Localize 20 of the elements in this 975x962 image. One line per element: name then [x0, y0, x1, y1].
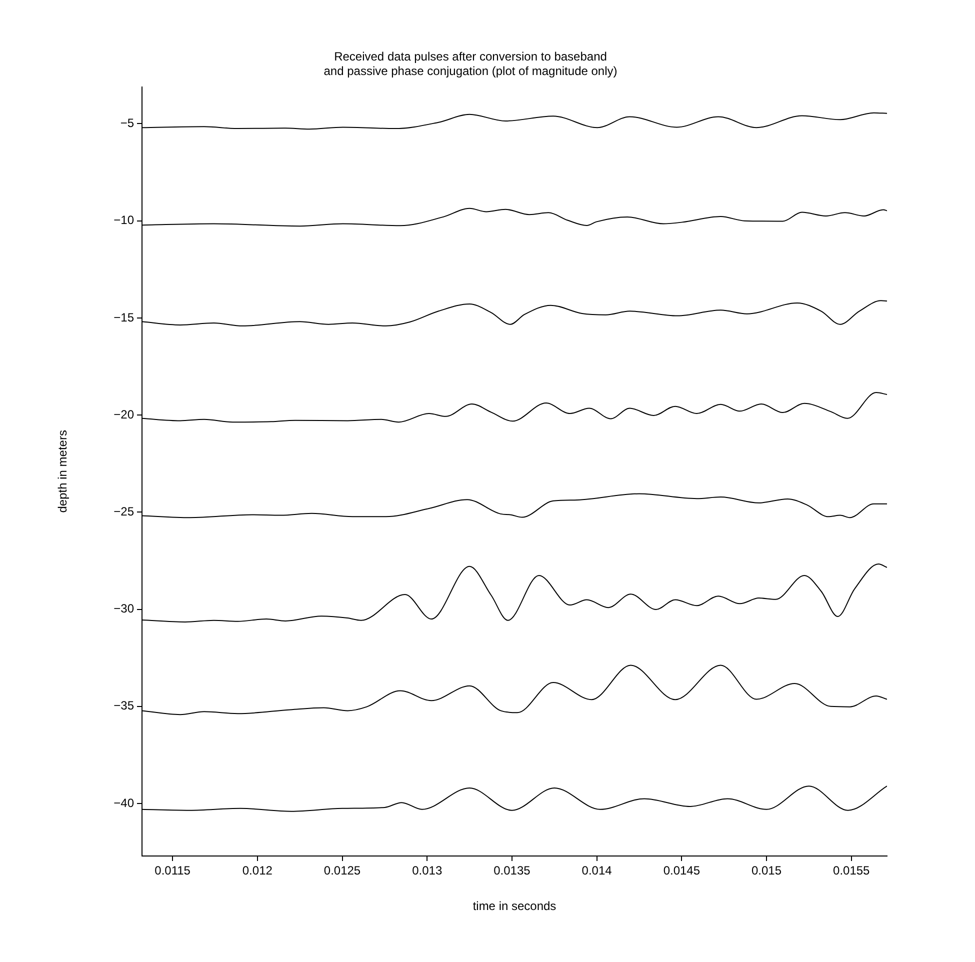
x-tick-label: 0.0115: [154, 864, 191, 878]
y-axis-title: depth in meters: [56, 430, 70, 513]
y-tick-label: −40: [114, 796, 134, 810]
x-tick-label: 0.0135: [494, 864, 531, 878]
x-axis-title: time in seconds: [472, 899, 556, 914]
y-tick-label: −15: [114, 310, 134, 324]
x-tick-label: 0.0125: [324, 864, 361, 878]
y-tick-label: −20: [114, 407, 134, 422]
y-tick-label: −25: [114, 504, 134, 519]
chart-title: Received data pulses after conversion to baseband and passive phase conjugation (plot of magnitude only): [324, 50, 618, 78]
y-tick-label: −30: [114, 602, 134, 616]
y-tick-label: −5: [120, 116, 134, 130]
x-tick-label: 0.014: [582, 864, 612, 878]
y-tick-label: −35: [114, 698, 134, 713]
y-tick-label: −10: [114, 213, 134, 228]
x-tick-label: 0.012: [242, 864, 273, 878]
x-tick-label: 0.013: [412, 864, 442, 878]
x-tick-label: 0.0145: [663, 864, 700, 878]
x-tick-label: 0.015: [751, 864, 782, 878]
x-tick-label: 0.0155: [833, 864, 870, 878]
